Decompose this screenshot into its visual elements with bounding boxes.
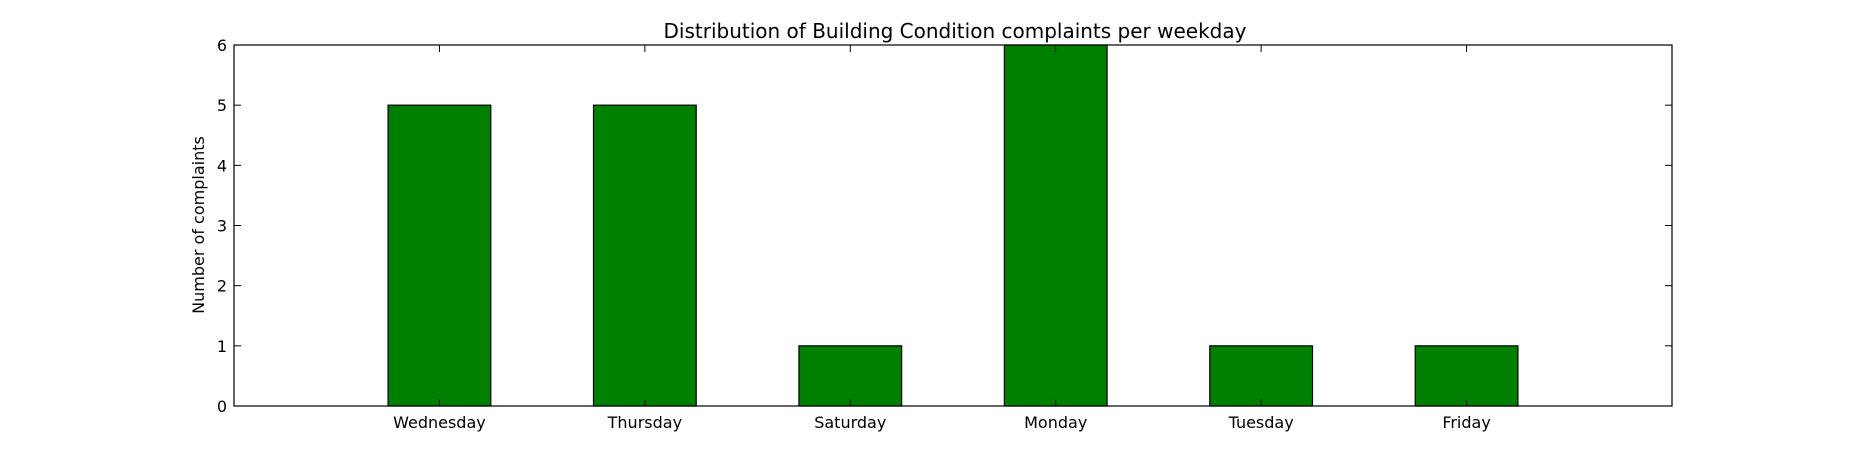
y-tick-label: 0	[217, 397, 227, 416]
x-tick-label-monday: Monday	[1024, 413, 1087, 432]
chart-title: Distribution of Building Condition compl…	[664, 19, 1247, 43]
bar-tuesday	[1209, 345, 1314, 407]
y-tick-label: 3	[217, 217, 227, 236]
x-axis-ticks: Wednesday Thursday Saturday Monday Tuesday Fr…	[393, 45, 1491, 432]
bar-saturday	[798, 345, 903, 407]
y-axis-ticks: 0 1 2 3 4 5 6	[217, 36, 1672, 416]
y-tick-label: 1	[217, 337, 227, 356]
bar-monday	[1003, 44, 1108, 407]
bar-wednesday	[387, 104, 492, 407]
x-tick-label-friday: Friday	[1442, 413, 1491, 432]
y-axis-label: Number of complaints	[189, 136, 208, 314]
bar-thursday	[592, 104, 697, 407]
plot-frame	[233, 44, 1673, 407]
y-tick-label: 4	[217, 156, 227, 175]
x-tick-label-tuesday: Tuesday	[1228, 413, 1294, 432]
y-tick-label: 2	[217, 277, 227, 296]
bars-group	[387, 44, 1519, 407]
x-tick-label-thursday: Thursday	[607, 413, 682, 432]
bar-friday	[1414, 345, 1519, 407]
x-tick-label-wednesday: Wednesday	[393, 413, 486, 432]
x-tick-label-saturday: Saturday	[814, 413, 886, 432]
y-tick-label: 5	[217, 96, 227, 115]
y-tick-label: 6	[217, 36, 227, 55]
